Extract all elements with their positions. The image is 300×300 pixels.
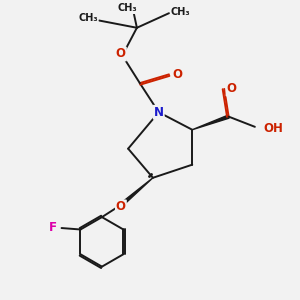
Text: F: F <box>49 221 57 234</box>
Polygon shape <box>121 178 153 205</box>
Polygon shape <box>192 115 229 130</box>
Text: O: O <box>116 200 126 213</box>
Text: O: O <box>172 68 182 81</box>
Text: O: O <box>226 82 237 95</box>
Text: OH: OH <box>264 122 284 135</box>
Text: CH₃: CH₃ <box>118 3 137 13</box>
Text: CH₃: CH₃ <box>171 7 190 17</box>
Text: N: N <box>154 106 164 119</box>
Text: O: O <box>116 47 126 61</box>
Text: CH₃: CH₃ <box>78 13 98 22</box>
